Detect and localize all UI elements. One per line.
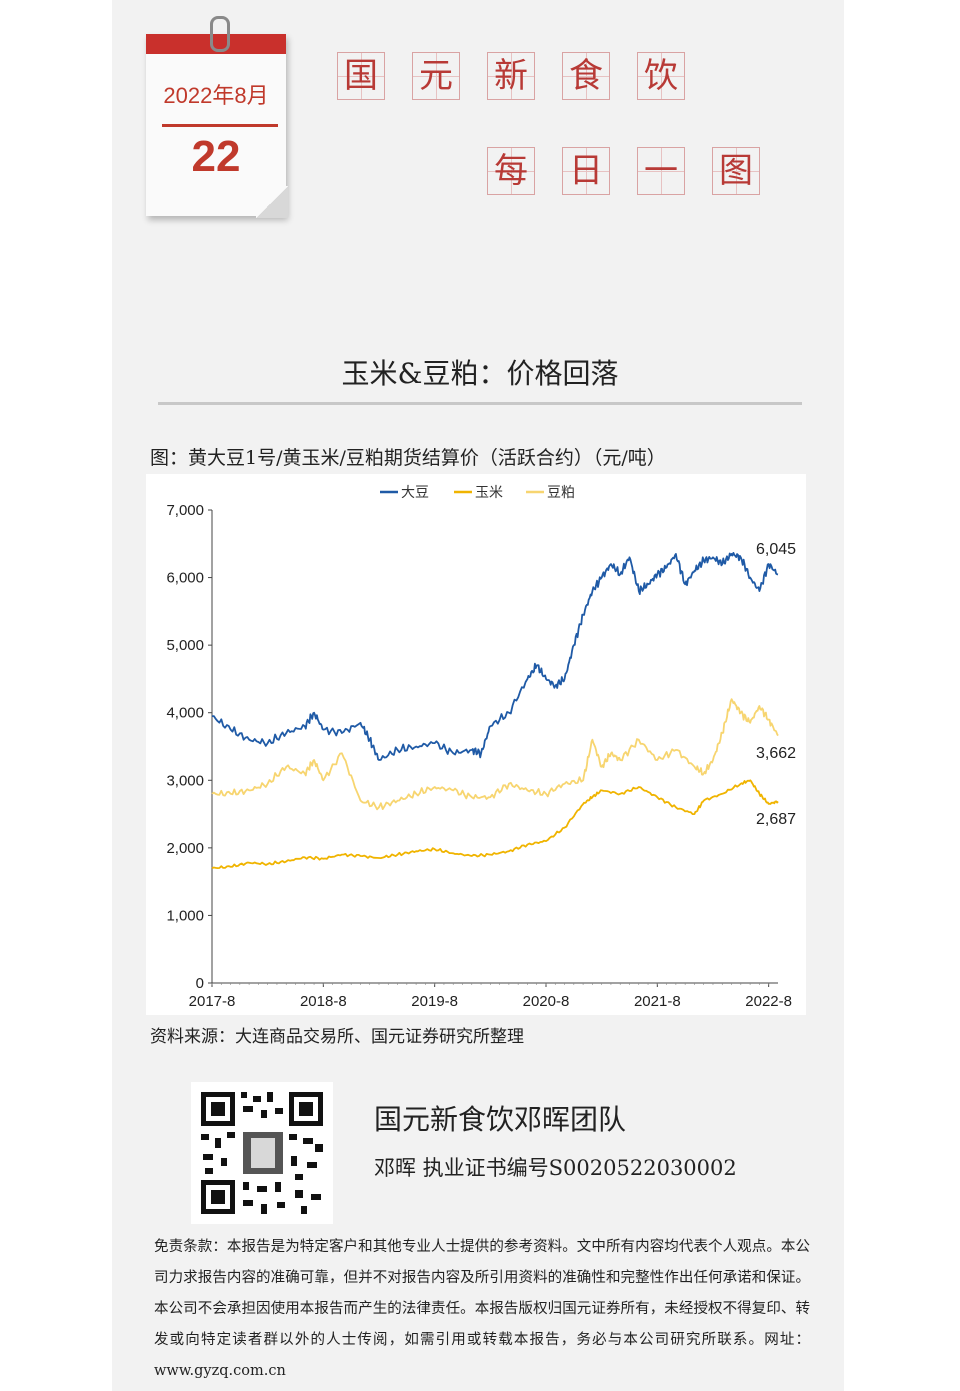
y-tick-label: 5,000 [166, 637, 204, 654]
x-tick-label: 2022-8 [745, 993, 792, 1010]
qr-code-icon [191, 1082, 333, 1224]
certificate-number: 邓晖 执业证书编号S0020522030002 [374, 1156, 737, 1180]
x-tick-label: 2018-8 [300, 993, 347, 1010]
x-tick-label: 2019-8 [411, 993, 458, 1010]
line-chart: 0 1,000 2,000 3,000 4,000 5,000 6,000 7,000 2017… [166, 485, 796, 1010]
header-char: 食 [562, 52, 610, 100]
y-tick-label: 6,000 [166, 570, 204, 587]
disclaimer: 免责条款：本报告是为特定客户和其他专业人士提供的参考资料。文中所有内容均代表个人… [154, 1239, 810, 1379]
legend-label: 大豆 [401, 485, 429, 501]
y-tick-label: 0 [196, 975, 204, 992]
team-name: 国元新食饮邓晖团队 [374, 1103, 627, 1136]
end-value-label: 6,045 [756, 541, 796, 558]
series-line-soybean [212, 552, 779, 761]
y-tick-label: 2,000 [166, 840, 204, 857]
header-char: 元 [412, 52, 460, 100]
title-divider [158, 402, 802, 405]
header-char: 图 [712, 147, 760, 195]
chart-area: 0 1,000 2,000 3,000 4,000 5,000 6,000 7,000 2017… [146, 474, 806, 1015]
page-curl-icon [256, 186, 288, 218]
series-line-meal [211, 698, 779, 811]
header-char: 每 [487, 147, 535, 195]
legend-label: 玉米 [475, 485, 503, 501]
header-char: 饮 [637, 52, 685, 100]
x-tick-label: 2017-8 [189, 993, 236, 1010]
end-value-label: 3,662 [756, 745, 796, 762]
end-value-label: 2,687 [756, 811, 796, 828]
calendar-year-month: 2022年8月 [163, 83, 269, 108]
y-tick-label: 7,000 [166, 502, 204, 519]
header-char: 日 [562, 147, 610, 195]
legend-label: 豆粕 [547, 485, 575, 501]
y-tick-label: 4,000 [166, 705, 204, 722]
y-tick-label: 1,000 [166, 907, 204, 924]
chart-caption: 图：黄大豆1号/黄玉米/豆粕期货结算价（活跃合约）（元/吨） [150, 447, 666, 469]
calendar-divider [162, 124, 278, 127]
chart-title: 玉米&豆粕：价格回落 [341, 357, 619, 390]
data-source: 资料来源：大连商品交易所、国元证券研究所整理 [150, 1027, 524, 1047]
calendar-day: 22 [191, 132, 241, 181]
header-char: 新 [487, 52, 535, 100]
x-tick-label: 2021-8 [634, 993, 681, 1010]
header-char: 国 [337, 52, 385, 100]
calendar-widget: 2022年8月 22 [146, 16, 288, 218]
y-tick-label: 3,000 [166, 772, 204, 789]
x-tick-label: 2020-8 [523, 993, 570, 1010]
series-line-corn [211, 779, 779, 870]
calendar-ring-icon [210, 16, 230, 52]
header-char: 一 [637, 147, 685, 195]
